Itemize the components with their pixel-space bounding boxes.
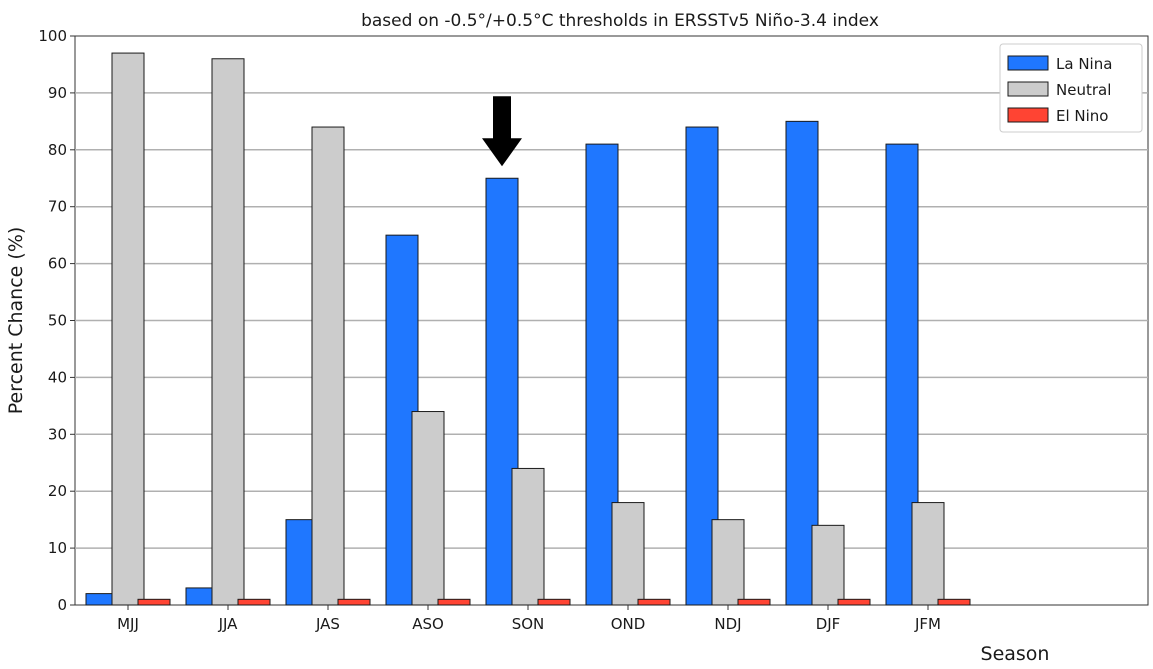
x-tick-label: JAS [315,615,340,633]
legend-swatch [1007,81,1049,97]
bar-el-nino [137,598,171,606]
bar-neutral [111,52,145,606]
x-tick-label: SON [512,615,545,633]
x-tick-label: NDJ [714,615,741,633]
x-tick-label: ASO [412,615,444,633]
bar-neutral [311,126,345,606]
bar-el-nino [237,598,271,606]
y-tick-label: 50 [48,312,67,330]
y-tick-label: 80 [48,141,67,159]
x-tick-label: MJJ [117,615,139,633]
legend-entry: Neutral [1056,81,1111,99]
y-tick-label: 60 [48,255,67,273]
y-tick-label: 10 [48,539,67,557]
bar-el-nino [637,598,671,606]
y-tick-label: 0 [57,596,67,614]
bar-neutral [211,58,245,606]
x-tick-label: OND [611,615,646,633]
y-tick-label: 70 [48,198,67,216]
down-arrow-icon [482,96,522,167]
bar-la-nina [685,126,719,606]
bar-la-nina [785,120,819,606]
legend-swatch [1007,107,1049,123]
bar-el-nino [337,598,371,606]
x-tick-label: DJF [816,615,841,633]
y-tick-label: 30 [48,425,67,443]
chart-title: based on -0.5°/+0.5°C thresholds in ERSS… [361,11,879,31]
y-axis-label: Percent Chance (%) [5,227,27,415]
y-tick-label: 40 [48,368,67,386]
bar-el-nino [937,598,971,606]
bar-el-nino [537,598,571,606]
bar-neutral [711,519,745,606]
legend-entry: La Nina [1056,55,1112,73]
bar-el-nino [437,598,471,606]
y-tick-label: 20 [48,482,67,500]
x-tick-label: JFM [914,615,941,633]
legend-swatch [1007,55,1049,71]
bar-el-nino [737,598,771,606]
y-tick-label: 100 [38,27,67,45]
bar-neutral [811,524,845,606]
bar-neutral [511,467,545,606]
bar-el-nino [837,598,871,606]
y-tick-label: 90 [48,84,67,102]
bar-neutral [411,411,445,606]
x-axis-label: Season [981,643,1050,665]
bar-neutral [611,502,645,606]
bar-neutral [911,502,945,606]
legend-entry: El Nino [1056,107,1109,125]
x-tick-label: JJA [218,615,239,633]
